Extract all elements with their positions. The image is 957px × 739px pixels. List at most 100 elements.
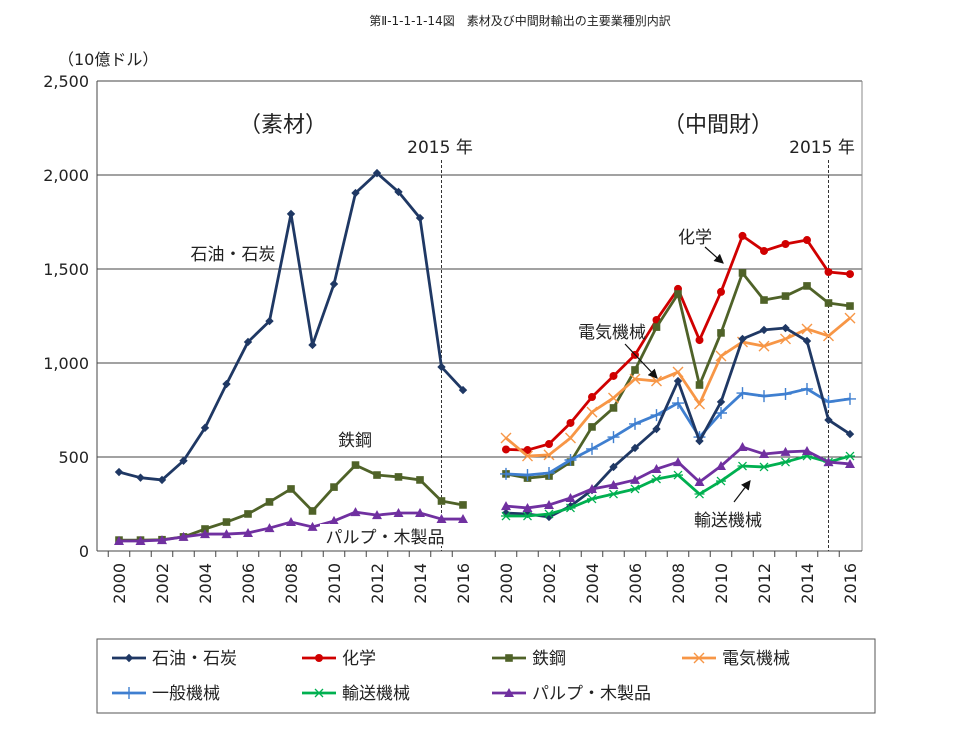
data-point [114,536,124,546]
data-point [458,385,468,395]
y-tick-label: 1,500 [43,260,89,279]
data-point [824,415,833,425]
legend-marker [504,688,514,697]
data-point [630,474,640,484]
data-point [394,473,403,481]
data-point [501,508,511,518]
data-point [652,424,661,434]
data-point [372,168,382,178]
series-diamond-0 [114,168,468,485]
annotation-pulp-wood: パルプ・木製品 [326,528,445,548]
data-point [844,392,856,405]
data-point [781,239,790,248]
data-point [587,483,597,493]
legend-marker [124,653,134,663]
data-point [200,529,210,539]
data-point [586,406,598,418]
legend-item: 化学 [302,649,376,669]
data-point [609,371,618,380]
x-axis-ticks: 2000 2002 2004 2006 2008 2010 2012 2014 2016 2000… [107,551,860,604]
data-point [609,462,618,472]
data-point [436,514,447,524]
x-tick-label: 2014 [411,563,430,604]
legend-item: パルプ・木製品 [492,684,651,704]
data-point [779,388,792,401]
data-point [695,381,704,389]
data-point [845,429,855,439]
data-point [694,477,705,487]
data-point [845,451,855,461]
data-point [780,446,791,456]
legend-item: 電気機械 [682,649,790,669]
year-marker-label-left: 2015 年 [407,138,473,158]
data-point [738,334,747,344]
data-point [372,510,382,520]
data-point [758,390,770,403]
legend-label: 石油・石炭 [152,649,237,669]
data-point [521,469,534,482]
data-point [586,442,598,455]
legend-label: 鉄鋼 [532,649,566,669]
data-point [738,231,747,240]
data-point [543,466,555,479]
data-point [694,398,705,410]
data-point [587,494,597,504]
annotation-electrical-machinery: 電気機械 [578,323,646,343]
data-point [565,503,576,513]
data-point [608,489,619,499]
data-point [629,373,641,385]
data-point [736,387,749,400]
data-point [307,521,318,531]
data-point [523,446,532,455]
data-point [781,323,790,333]
data-point [544,509,554,519]
data-point [501,511,511,521]
x-tick-label: 2010 [325,563,344,604]
data-point [631,366,639,374]
data-point [308,340,317,350]
data-point [308,507,317,515]
series-line [118,171,465,482]
data-point [695,336,704,345]
data-point [801,323,813,335]
legend-marker [315,654,323,662]
data-point [458,514,468,524]
data-point [672,366,684,378]
legend-marker [314,688,324,698]
data-point [437,362,446,372]
legend-box [96,638,876,714]
data-point [737,461,748,471]
annotation-oil-coal: 石油・石炭 [191,245,276,265]
panel-label-intermediate: （中間財） [663,113,773,138]
data-point [715,407,727,420]
y-axis-ticks: 0 500 1,000 1,500 2,000 2,500 [43,72,89,561]
data-point [588,423,596,431]
data-point [715,350,727,362]
x-tick-label: 2002 [153,563,172,604]
series-diamond-1 [501,323,855,522]
data-point [136,473,145,482]
data-point [243,337,253,347]
data-point [629,417,641,430]
data-point [801,382,813,395]
legend-label: 化学 [342,649,376,669]
data-point [824,299,833,307]
arrow-electrical-machinery [624,343,658,379]
data-point [373,471,381,479]
x-tick-label: 2000 [110,563,129,604]
x-tick-label: 2006 [626,563,645,604]
series-line [505,326,851,519]
data-point [759,448,769,458]
data-point [135,536,146,546]
x-tick-label: 2002 [540,563,559,604]
chart-title: 第Ⅱ-1-1-1-14図 素材及び中間財輸出の主要業種別内訳 [369,13,670,28]
series-triangle-1 [501,442,855,512]
arrow-chemicals [704,246,724,264]
data-point [737,442,748,452]
data-point [201,525,209,533]
data-point [200,423,210,433]
data-point [781,292,790,300]
data-point [565,432,576,444]
